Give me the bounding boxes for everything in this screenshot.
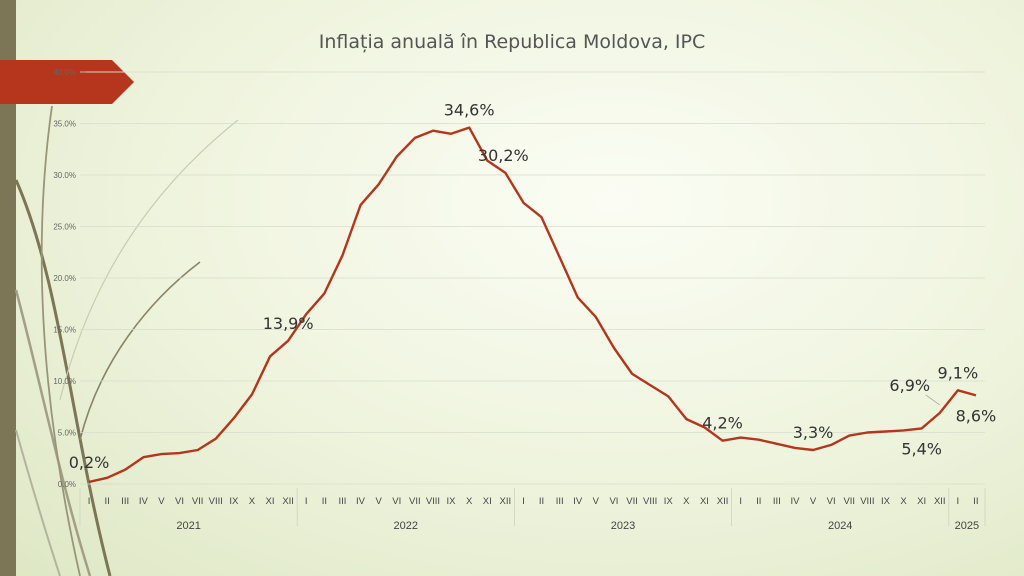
month-tick-label: IV (356, 496, 366, 507)
month-tick-label: III (556, 496, 564, 507)
month-tick-label: IX (664, 496, 674, 507)
month-tick-label: II (756, 496, 761, 507)
data-label: 8,6% (956, 406, 997, 425)
month-tick-label: VIII (643, 496, 657, 507)
data-label: 3,3% (793, 423, 834, 442)
gridlines (80, 71, 985, 485)
month-tick-label: XI (483, 496, 492, 507)
month-tick-label: XII (717, 496, 729, 507)
month-tick-label: VI (175, 496, 184, 507)
month-tick-label: I (88, 496, 91, 507)
year-label: 2024 (828, 520, 852, 532)
title-arrow-banner (0, 60, 134, 104)
month-tick-label: XII (282, 496, 294, 507)
y-tick-label: 30.0% (53, 171, 76, 180)
month-tick-label: II (105, 496, 110, 507)
month-tick-label: II (322, 496, 327, 507)
month-tick-label: VII (192, 496, 204, 507)
callout-leader (925, 394, 940, 406)
series-line-ipc (88, 126, 977, 484)
month-tick-label: IV (139, 496, 149, 507)
data-label: 0,2% (69, 453, 110, 472)
y-tick-label: 25.0% (53, 223, 76, 232)
month-tick-label: XII (934, 496, 946, 507)
month-tick-label: V (593, 496, 600, 507)
data-label: 4,2% (702, 414, 743, 433)
month-tick-label: XI (917, 496, 926, 507)
data-label: 6,9% (889, 376, 930, 395)
month-tick-label: VIII (426, 496, 440, 507)
year-label: 2021 (176, 520, 200, 532)
vine-decoration (14, 105, 239, 576)
month-tick-label: XI (266, 496, 275, 507)
month-tick-label: VI (827, 496, 836, 507)
month-tick-label: III (338, 496, 346, 507)
month-tick-label: IX (229, 496, 239, 507)
month-tick-label: VII (626, 496, 638, 507)
month-tick-label: XII (500, 496, 512, 507)
month-tick-label: X (683, 496, 690, 507)
month-tick-label: I (957, 496, 960, 507)
data-label: 9,1% (938, 363, 979, 382)
month-tick-label: III (121, 496, 129, 507)
month-tick-label: II (973, 496, 978, 507)
data-label: 30,2% (478, 146, 529, 165)
month-tick-label: V (158, 496, 165, 507)
y-tick-label: 10.0% (53, 377, 76, 386)
left-side-bar (0, 0, 16, 576)
y-tick-label: 35.0% (53, 120, 76, 129)
month-tick-label: V (810, 496, 817, 507)
month-tick-label: X (249, 496, 256, 507)
month-tick-label: VIII (860, 496, 874, 507)
month-tick-label: IX (447, 496, 457, 507)
month-tick-label: X (900, 496, 907, 507)
month-tick-label: V (375, 496, 382, 507)
data-label: 13,9% (263, 314, 314, 333)
y-tick-label: 5.0% (58, 429, 76, 438)
month-tick-label: I (522, 496, 525, 507)
month-tick-label: IX (881, 496, 891, 507)
year-label: 2023 (611, 520, 635, 532)
month-tick-label: I (739, 496, 742, 507)
month-tick-label: X (466, 496, 473, 507)
month-tick-label: VI (392, 496, 401, 507)
y-tick-label: 0.0% (58, 480, 76, 489)
series-layer (88, 126, 977, 484)
month-tick-label: IV (573, 496, 583, 507)
y-tick-label: 20.0% (53, 274, 76, 283)
month-tick-label: VIII (209, 496, 223, 507)
data-labels: 0,2% 13,9% 34,6% 30,2% 4,2% 3,3% 5,4% 6,9% 9,1% 8… (69, 101, 997, 472)
y-axis-ticks: 0.0% 5.0% 10.0% 15.0% 20.0% 25.0% 30.0% 35.0% 40… (53, 68, 76, 489)
month-tick-label: VII (843, 496, 855, 507)
year-label: 2025 (955, 520, 979, 532)
month-tick-label: III (773, 496, 781, 507)
month-tick-label: XI (700, 496, 709, 507)
month-tick-label: II (539, 496, 544, 507)
data-label: 34,6% (444, 101, 495, 120)
month-tick-label: VI (609, 496, 618, 507)
y-tick-label: 15.0% (53, 326, 76, 335)
month-tick-label: VII (409, 496, 421, 507)
year-label: 2022 (394, 520, 418, 532)
month-tick-label: I (305, 496, 308, 507)
chart-title: Inflația anuală în Republica Moldova, IP… (319, 31, 706, 53)
y-tick-label: 40.0% (53, 68, 76, 77)
data-label: 5,4% (901, 439, 942, 458)
month-tick-label: IV (790, 496, 800, 507)
